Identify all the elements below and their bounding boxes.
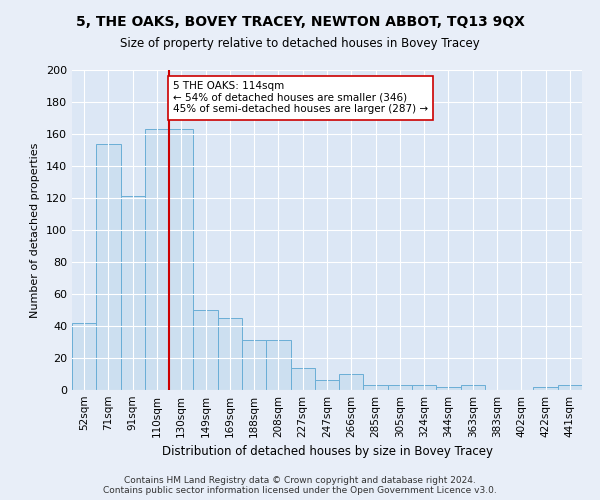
Bar xyxy=(242,340,266,390)
Bar xyxy=(364,385,388,390)
Bar xyxy=(558,385,582,390)
Bar xyxy=(339,374,364,390)
Bar xyxy=(145,129,169,390)
Bar xyxy=(121,196,145,390)
Bar xyxy=(461,385,485,390)
Bar xyxy=(96,144,121,390)
Text: Contains HM Land Registry data © Crown copyright and database right 2024.
Contai: Contains HM Land Registry data © Crown c… xyxy=(103,476,497,495)
Bar xyxy=(193,310,218,390)
Text: Size of property relative to detached houses in Bovey Tracey: Size of property relative to detached ho… xyxy=(120,38,480,51)
Text: 5 THE OAKS: 114sqm
← 54% of detached houses are smaller (346)
45% of semi-detach: 5 THE OAKS: 114sqm ← 54% of detached hou… xyxy=(173,81,428,114)
Bar xyxy=(533,387,558,390)
Bar xyxy=(388,385,412,390)
Bar xyxy=(412,385,436,390)
Text: 5, THE OAKS, BOVEY TRACEY, NEWTON ABBOT, TQ13 9QX: 5, THE OAKS, BOVEY TRACEY, NEWTON ABBOT,… xyxy=(76,15,524,29)
Bar xyxy=(290,368,315,390)
Bar xyxy=(436,387,461,390)
Y-axis label: Number of detached properties: Number of detached properties xyxy=(31,142,40,318)
Bar xyxy=(72,323,96,390)
Bar xyxy=(218,318,242,390)
X-axis label: Distribution of detached houses by size in Bovey Tracey: Distribution of detached houses by size … xyxy=(161,446,493,458)
Bar xyxy=(266,340,290,390)
Bar xyxy=(315,380,339,390)
Bar xyxy=(169,129,193,390)
